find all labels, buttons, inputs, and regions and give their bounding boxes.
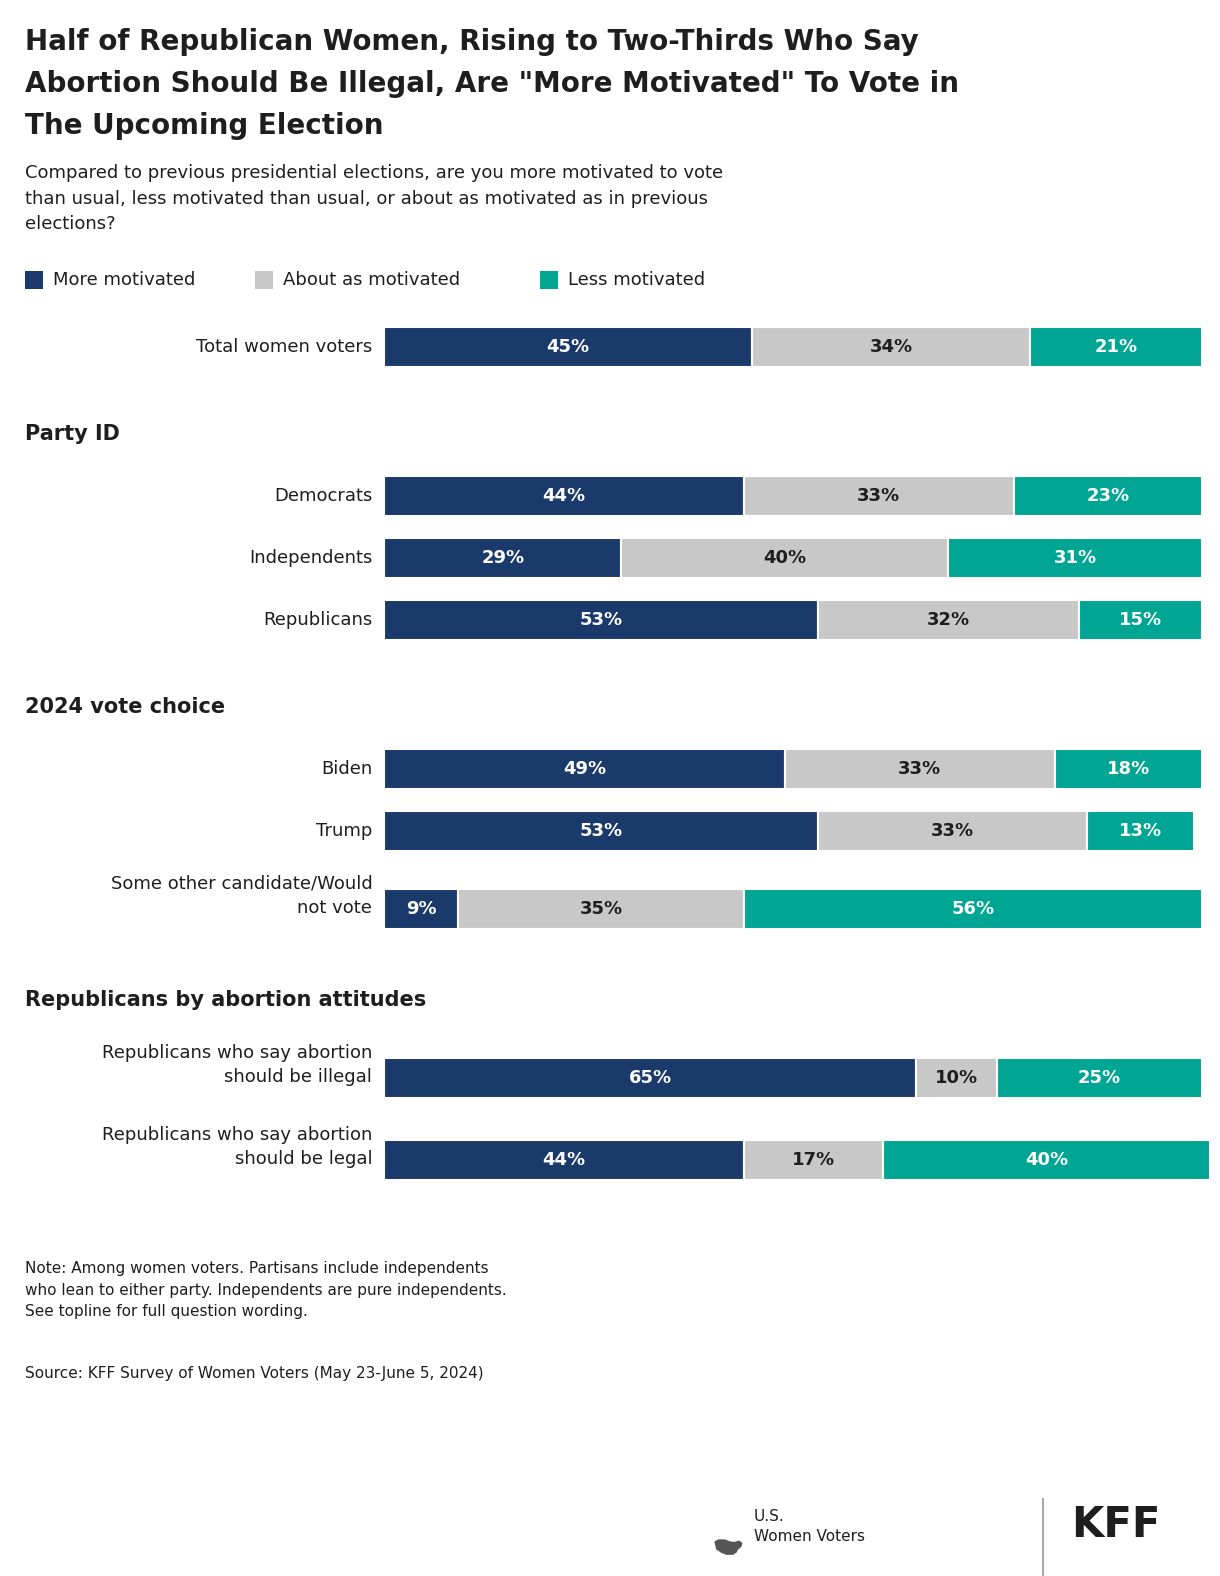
Text: About as motivated: About as motivated — [283, 271, 460, 288]
Bar — [1080, 600, 1202, 640]
Text: 35%: 35% — [580, 900, 622, 917]
Bar — [384, 1139, 744, 1180]
Text: Abortion Should Be Illegal, Are "More Motivated" To Vote in: Abortion Should Be Illegal, Are "More Mo… — [24, 69, 959, 98]
Bar — [817, 812, 1087, 851]
Text: Total women voters: Total women voters — [196, 337, 372, 356]
Bar — [255, 271, 273, 288]
Text: Party ID: Party ID — [24, 424, 120, 444]
Text: 33%: 33% — [931, 823, 974, 840]
Text: 21%: 21% — [1094, 337, 1137, 356]
Bar — [915, 1057, 997, 1098]
Bar — [817, 600, 1080, 640]
Text: 29%: 29% — [481, 548, 525, 567]
Text: 56%: 56% — [952, 900, 994, 917]
Bar — [1087, 812, 1193, 851]
Text: Source: KFF Survey of Women Voters (May 23-June 5, 2024): Source: KFF Survey of Women Voters (May … — [24, 1366, 483, 1381]
Bar — [384, 749, 784, 790]
Text: 25%: 25% — [1078, 1069, 1121, 1087]
Text: 53%: 53% — [580, 611, 622, 629]
Text: 32%: 32% — [927, 611, 970, 629]
Text: Trump: Trump — [316, 823, 372, 840]
Bar — [458, 889, 744, 928]
Bar — [744, 1139, 883, 1180]
Text: KFF: KFF — [1071, 1504, 1160, 1546]
Text: 17%: 17% — [792, 1150, 834, 1169]
Text: Half of Republican Women, Rising to Two-Thirds Who Say: Half of Republican Women, Rising to Two-… — [24, 28, 919, 57]
Text: Republicans: Republicans — [264, 611, 372, 629]
Text: 34%: 34% — [870, 337, 913, 356]
Text: Note: Among women voters. Partisans include independents
who lean to either part: Note: Among women voters. Partisans incl… — [24, 1261, 506, 1319]
Text: Democrats: Democrats — [274, 487, 372, 504]
Bar — [540, 271, 558, 288]
Text: 53%: 53% — [580, 823, 622, 840]
Text: 10%: 10% — [935, 1069, 978, 1087]
Text: 33%: 33% — [898, 760, 942, 779]
Bar — [948, 537, 1202, 578]
Text: Independents: Independents — [249, 548, 372, 567]
Bar — [883, 1139, 1210, 1180]
Text: 44%: 44% — [543, 1150, 586, 1169]
Bar — [752, 326, 1030, 367]
Text: 13%: 13% — [1119, 823, 1161, 840]
Text: Republicans by abortion attitudes: Republicans by abortion attitudes — [24, 990, 426, 1010]
Bar — [384, 476, 744, 515]
Bar — [744, 889, 1202, 928]
Bar — [384, 326, 752, 367]
Bar — [384, 600, 817, 640]
Text: 40%: 40% — [764, 548, 806, 567]
Text: More motivated: More motivated — [52, 271, 195, 288]
Text: Less motivated: Less motivated — [569, 271, 705, 288]
Polygon shape — [715, 1540, 742, 1554]
Bar — [24, 271, 43, 288]
Text: 44%: 44% — [543, 487, 586, 504]
Bar — [384, 812, 817, 851]
Text: 33%: 33% — [858, 487, 900, 504]
Bar — [384, 537, 621, 578]
Text: 23%: 23% — [1086, 487, 1130, 504]
Text: Republicans who say abortion
should be legal: Republicans who say abortion should be l… — [102, 1125, 372, 1168]
Bar — [621, 537, 948, 578]
Text: 49%: 49% — [562, 760, 606, 779]
Bar — [1014, 476, 1202, 515]
Bar — [1030, 326, 1202, 367]
Text: 45%: 45% — [547, 337, 589, 356]
Text: 65%: 65% — [628, 1069, 671, 1087]
Text: Compared to previous presidential elections, are you more motivated to vote
than: Compared to previous presidential electi… — [24, 164, 723, 233]
Text: 9%: 9% — [406, 900, 437, 917]
Text: 31%: 31% — [1053, 548, 1097, 567]
Text: The Upcoming Election: The Upcoming Election — [24, 112, 383, 140]
Text: 18%: 18% — [1107, 760, 1149, 779]
Text: 15%: 15% — [1119, 611, 1161, 629]
Bar — [1054, 749, 1202, 790]
Bar — [997, 1057, 1202, 1098]
Text: 2024 vote choice: 2024 vote choice — [24, 697, 226, 717]
Text: U.S.
Women Voters: U.S. Women Voters — [754, 1508, 865, 1544]
Text: 40%: 40% — [1025, 1150, 1068, 1169]
Text: Some other candidate/Would
not vote: Some other candidate/Would not vote — [111, 875, 372, 917]
Bar — [784, 749, 1054, 790]
Bar — [744, 476, 1014, 515]
Bar — [384, 1057, 915, 1098]
Bar — [384, 889, 458, 928]
Text: Republicans who say abortion
should be illegal: Republicans who say abortion should be i… — [102, 1043, 372, 1086]
Text: Biden: Biden — [321, 760, 372, 779]
